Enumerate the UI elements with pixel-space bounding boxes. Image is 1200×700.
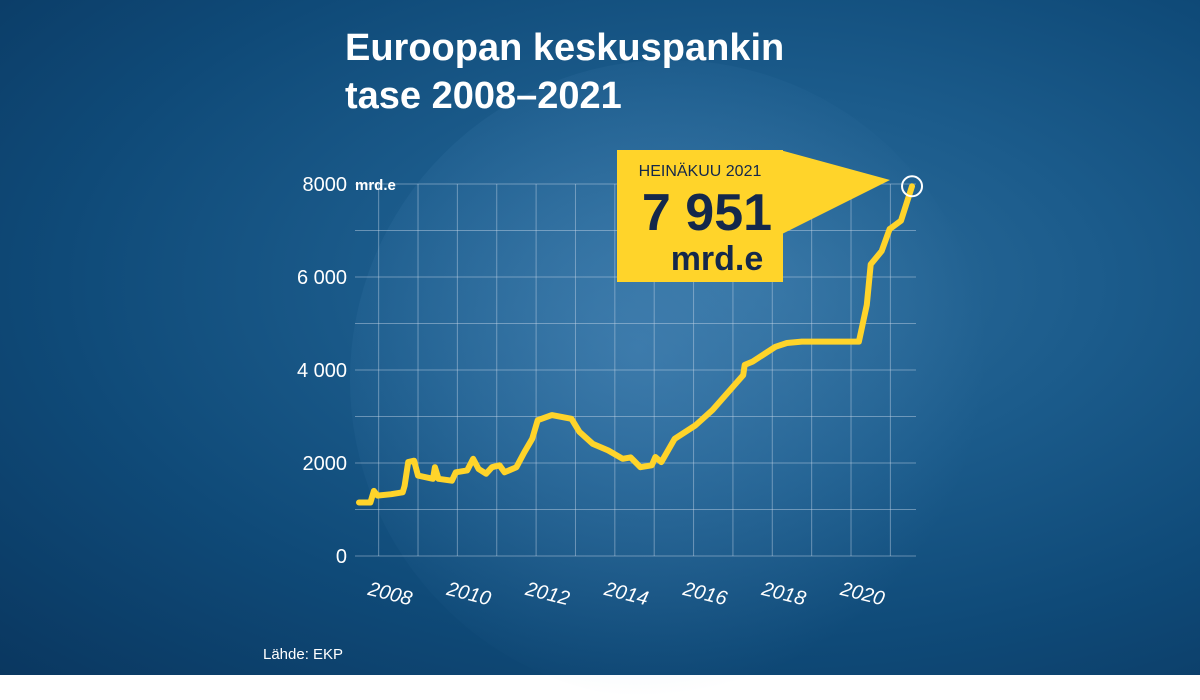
data-point — [630, 456, 632, 458]
data-point — [752, 361, 754, 363]
data-point — [551, 414, 553, 416]
data-point — [654, 456, 656, 458]
data-point — [786, 342, 788, 344]
series — [356, 183, 915, 506]
end-point-marker — [901, 175, 924, 198]
data-point — [472, 458, 474, 460]
data-point — [523, 451, 525, 453]
data-point — [911, 185, 913, 187]
x-tick-label: 2020 — [837, 578, 886, 610]
data-point — [695, 424, 697, 426]
data-point — [801, 341, 803, 343]
data-point — [404, 485, 406, 487]
callout: HEINÄKUU 2021 7 951 mrd.e — [617, 150, 890, 282]
x-tick-label: 2008 — [365, 578, 414, 610]
callout-pointer — [780, 150, 890, 235]
data-point — [498, 464, 500, 466]
data-point — [504, 471, 506, 473]
data-point — [651, 464, 653, 466]
data-point — [774, 346, 776, 348]
data-point — [531, 438, 533, 440]
y-tick-label: 4 000 — [297, 360, 347, 382]
data-point — [413, 460, 415, 462]
x-tick-label: 2018 — [759, 578, 808, 610]
data-point — [369, 502, 371, 504]
x-tick-label: 2014 — [601, 578, 650, 610]
callout-value: 7 951 — [642, 184, 772, 242]
x-axis-ticks: 2008 2010 2012 2014 2016 2018 2020 — [365, 578, 887, 611]
y-tick-label: 6 000 — [297, 267, 347, 289]
callout-box — [617, 150, 783, 282]
data-point — [571, 418, 573, 420]
data-point — [432, 478, 434, 480]
data-point — [622, 458, 624, 460]
data-point — [537, 419, 539, 421]
x-tick-label: 2010 — [444, 578, 493, 610]
data-point — [373, 490, 375, 492]
chart-title: Euroopan keskuspankin tase 2008–2021 — [345, 24, 784, 120]
y-tick-label: 0 — [336, 546, 347, 568]
x-tick-label: 2012 — [522, 578, 571, 610]
data-point — [866, 304, 868, 306]
data-point — [455, 471, 457, 473]
data-point — [744, 364, 746, 366]
data-point — [376, 495, 378, 497]
data-point — [660, 461, 662, 463]
data-point — [881, 250, 883, 252]
data-point — [407, 461, 409, 463]
callout-label: HEINÄKUU 2021 — [639, 162, 762, 180]
data-point — [900, 220, 902, 222]
data-point — [607, 449, 609, 451]
title-line-2: tase 2008–2021 — [345, 75, 622, 117]
data-point — [592, 443, 594, 445]
title-line-1: Euroopan keskuspankin — [345, 27, 785, 69]
data-point — [711, 409, 713, 411]
data-point — [466, 469, 468, 471]
data-point — [485, 473, 487, 475]
source-note: Lähde: EKP — [263, 646, 344, 663]
y-tick-label: 2000 — [303, 453, 348, 475]
callout-unit: mrd.e — [671, 240, 764, 278]
data-point — [870, 263, 872, 265]
data-point — [358, 502, 360, 504]
data-point — [578, 431, 580, 433]
data-point — [515, 466, 517, 468]
data-point — [390, 493, 392, 495]
x-tick-label: 2016 — [680, 578, 730, 611]
data-point — [437, 478, 439, 480]
y-axis-ticks: 0 2000 4 000 6 000 8000 — [297, 174, 347, 568]
y-tick-label: 8000 — [303, 174, 348, 196]
data-point — [639, 466, 641, 468]
data-point — [478, 468, 480, 470]
data-point — [491, 466, 493, 468]
data-point — [742, 374, 744, 376]
data-point — [451, 480, 453, 482]
y-axis-unit-label: mrd.e — [355, 177, 396, 194]
data-point — [402, 491, 404, 493]
data-point — [434, 466, 436, 468]
data-point — [889, 228, 891, 230]
data-point — [858, 341, 860, 343]
data-point — [674, 438, 676, 440]
data-point — [417, 475, 419, 477]
